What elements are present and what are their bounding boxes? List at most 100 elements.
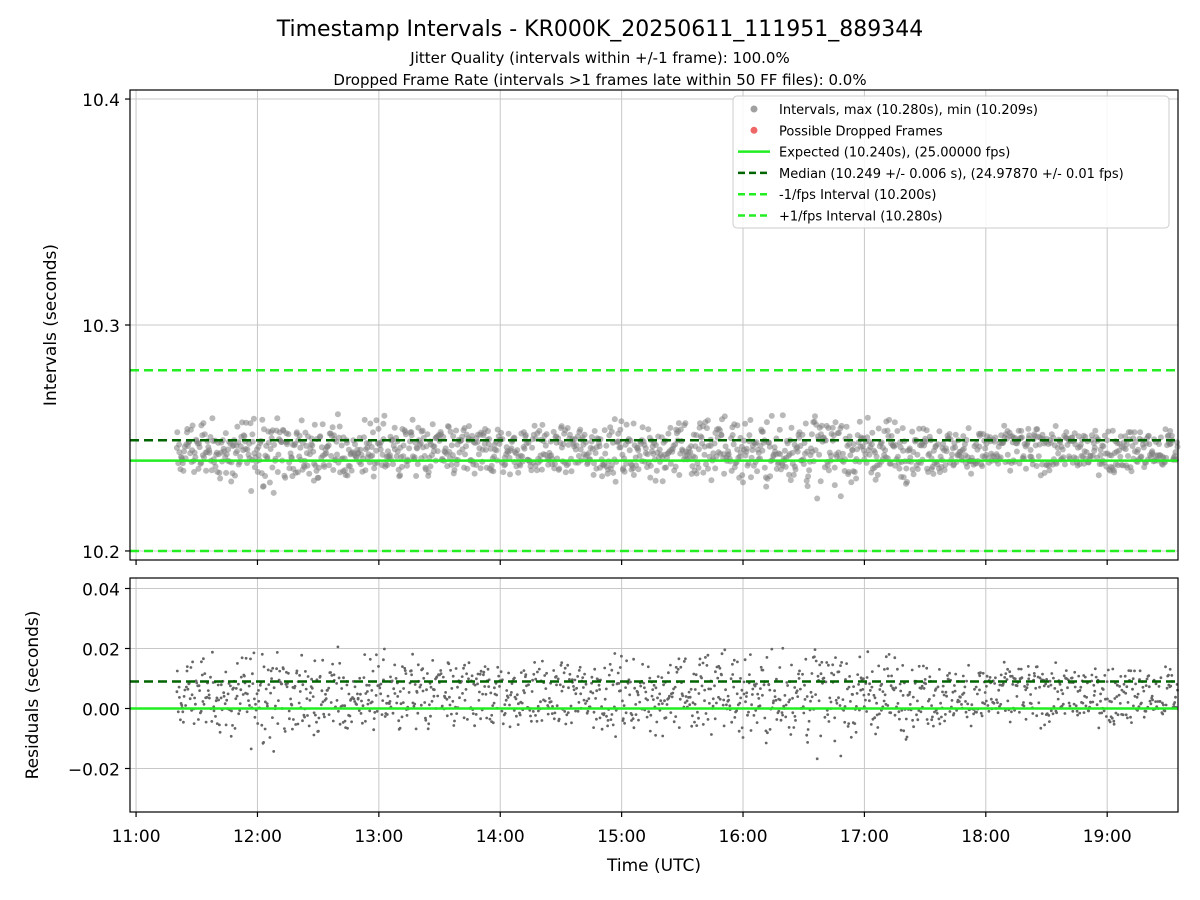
interval-point [617,426,624,433]
interval-point [380,420,387,427]
residual-point [386,694,390,698]
residual-point [1162,703,1165,707]
interval-point [1091,444,1098,451]
residual-point [697,716,700,720]
residual-point [674,665,678,669]
residual-point [1026,683,1029,686]
interval-point [247,420,254,427]
residual-point [405,714,409,717]
residual-point [1027,673,1031,677]
residual-point [1125,685,1129,689]
interval-point [502,461,509,468]
residual-point [581,676,585,679]
residuals-y-axis-label: Residuals (seconds) [23,611,43,780]
residual-point [541,659,544,663]
residual-point [573,678,577,682]
residual-point [236,662,239,665]
residual-point [554,675,558,678]
residual-point [485,716,489,720]
residual-point [450,687,454,690]
interval-point [653,467,660,474]
interval-point [181,448,188,455]
residual-point [724,688,727,692]
residual-point [901,694,905,697]
interval-point [304,462,311,469]
residual-point [421,689,425,693]
residual-point [1040,712,1044,715]
residual-point [1071,709,1075,713]
interval-point [1013,448,1020,455]
interval-point [693,432,700,439]
residual-point [995,698,998,702]
interval-point [635,447,642,454]
residual-point [215,696,219,700]
residual-point [559,663,563,667]
residual-point [1119,675,1123,678]
residual-point [602,712,606,715]
residual-point [1144,709,1148,713]
residual-point [191,660,195,664]
interval-point [610,469,617,476]
residual-point [690,724,694,728]
interval-point [371,465,378,472]
interval-point [716,427,723,434]
residual-point [844,678,847,681]
residual-point [1118,685,1121,688]
residual-point [904,738,908,741]
interval-point [1101,432,1108,439]
residual-point [568,672,572,676]
residual-point [379,682,383,686]
residual-point [713,717,717,721]
residual-point [1041,672,1044,676]
residual-point [1039,726,1043,730]
residual-point [305,697,309,700]
residual-point [238,709,242,712]
residual-point [987,709,991,713]
interval-point [391,424,398,431]
residual-point [551,705,554,708]
interval-point [835,430,842,436]
interval-point [623,421,630,428]
residual-point [232,686,235,690]
residual-point [788,698,792,702]
residual-point [908,703,912,706]
residual-point [1100,711,1104,715]
residual-point [868,689,872,692]
residual-point [1045,678,1048,681]
interval-point [399,463,405,470]
residual-point [1052,676,1055,680]
residual-point [604,687,608,691]
interval-point [936,469,943,476]
residual-point [1035,714,1039,718]
interval-point [965,425,972,432]
residual-point [696,710,699,714]
residual-point [631,717,635,721]
residual-point [803,698,807,701]
residual-point [361,721,364,725]
intervals-x-ticks [135,560,1108,565]
residual-point [453,719,456,723]
residual-point [698,657,702,661]
residual-point [1075,709,1079,713]
interval-point [759,447,766,454]
residual-point [854,730,858,734]
residual-point [777,709,781,713]
interval-point [1162,426,1169,433]
residual-point [311,695,315,698]
interval-point [269,464,276,471]
residual-point [270,677,273,680]
interval-point [703,425,710,432]
residual-point [779,718,783,722]
interval-point [447,428,454,435]
residual-point [223,702,227,706]
residual-point [837,670,841,674]
residual-point [784,715,788,719]
residual-point [1024,717,1028,721]
interval-point [792,466,799,473]
residual-point [432,688,436,692]
interval-point [837,493,844,500]
residual-point [962,691,966,695]
residual-point [534,677,538,681]
residual-point [932,724,935,728]
interval-point [812,413,818,420]
